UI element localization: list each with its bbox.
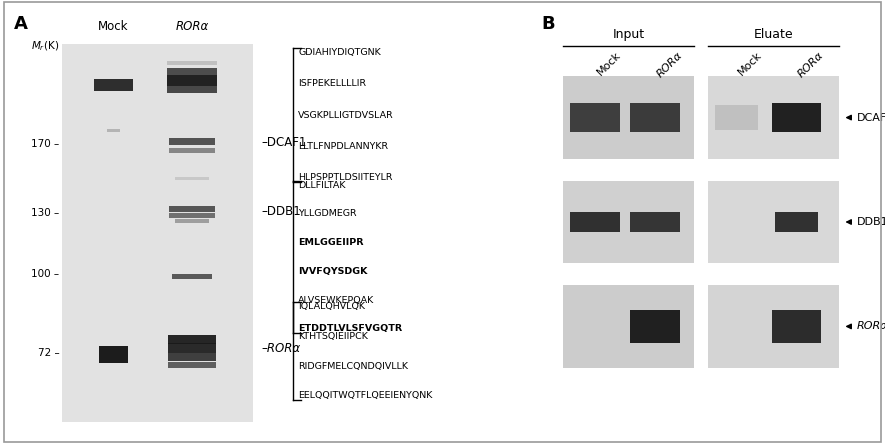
Text: VSGKPLLIGTDVSLAR: VSGKPLLIGTDVSLAR (298, 111, 394, 119)
Text: $M_r$(K): $M_r$(K) (31, 39, 59, 53)
Bar (169, 147, 214, 153)
Bar (775, 212, 818, 232)
Bar (772, 310, 821, 343)
Text: –DCAF1: –DCAF1 (261, 136, 306, 149)
Text: A: A (14, 15, 28, 33)
Bar (570, 103, 620, 132)
Text: Mock: Mock (595, 50, 622, 78)
Bar (563, 181, 694, 263)
Bar (174, 219, 209, 223)
Text: Mock: Mock (736, 50, 764, 78)
Text: –RORα: –RORα (261, 342, 300, 355)
Bar (99, 346, 128, 363)
Bar (62, 44, 253, 422)
Text: RORα: RORα (857, 321, 885, 331)
Text: 100 –: 100 – (31, 269, 59, 279)
Text: B: B (542, 15, 555, 33)
Text: Eluate: Eluate (754, 28, 793, 41)
Text: DCAF1: DCAF1 (857, 113, 885, 123)
Bar (174, 177, 209, 180)
Bar (630, 103, 680, 132)
Text: 170 –: 170 – (31, 139, 59, 149)
Bar (168, 353, 216, 361)
Text: RORα: RORα (175, 20, 209, 33)
Bar (708, 285, 839, 368)
Text: 130 –: 130 – (31, 208, 59, 218)
Bar (570, 212, 620, 232)
Text: HLPSPPTLDSIITEYLR: HLPSPPTLDSIITEYLR (298, 173, 393, 182)
Bar (95, 79, 133, 91)
Bar (168, 335, 216, 344)
Bar (168, 343, 216, 353)
Bar (169, 206, 214, 212)
Bar (168, 362, 216, 368)
Text: IQLALQHVLQK: IQLALQHVLQK (298, 302, 366, 312)
Text: RORα: RORα (796, 50, 826, 79)
Text: DLLFILTAK: DLLFILTAK (298, 181, 346, 190)
Text: ALVSEWKEPQAK: ALVSEWKEPQAK (298, 296, 374, 305)
Text: LLTLFNPDLANNYKR: LLTLFNPDLANNYKR (298, 142, 389, 151)
Bar (166, 61, 217, 65)
Bar (630, 212, 680, 232)
Text: ETDDTLVLSFVGQTR: ETDDTLVLSFVGQTR (298, 324, 403, 333)
Bar (708, 181, 839, 263)
Bar (772, 103, 821, 132)
Text: EELQQITWQTFLQEEIENYQNK: EELQQITWQTFLQEEIENYQNK (298, 391, 433, 400)
Bar (107, 129, 120, 132)
Text: YLLGDMEGR: YLLGDMEGR (298, 210, 357, 218)
Text: IVVFQYSDGK: IVVFQYSDGK (298, 267, 367, 276)
Text: RIDGFMELCQNDQIVLLK: RIDGFMELCQNDQIVLLK (298, 362, 408, 371)
Text: GDIAHIYDIQTGNK: GDIAHIYDIQTGNK (298, 48, 381, 57)
Bar (166, 75, 217, 86)
Text: EMLGGEIIPR: EMLGGEIIPR (298, 238, 364, 247)
Bar (166, 85, 217, 93)
Text: 72 –: 72 – (37, 348, 59, 357)
Bar (563, 285, 694, 368)
Text: ISFPEKELLLLIR: ISFPEKELLLLIR (298, 79, 366, 88)
Bar (169, 213, 214, 218)
Bar (166, 68, 217, 75)
Bar (172, 274, 212, 279)
Text: DDB1: DDB1 (857, 217, 885, 227)
Text: Mock: Mock (98, 20, 129, 33)
Bar (563, 76, 694, 159)
Text: Input: Input (612, 28, 644, 41)
Bar (708, 76, 839, 159)
Bar (630, 310, 680, 343)
Text: KTHTSQIEIIPCK: KTHTSQIEIIPCK (298, 332, 368, 341)
Bar (169, 138, 214, 146)
Text: RORα: RORα (655, 50, 684, 79)
Text: –DDB1: –DDB1 (261, 205, 301, 218)
Bar (715, 105, 758, 130)
